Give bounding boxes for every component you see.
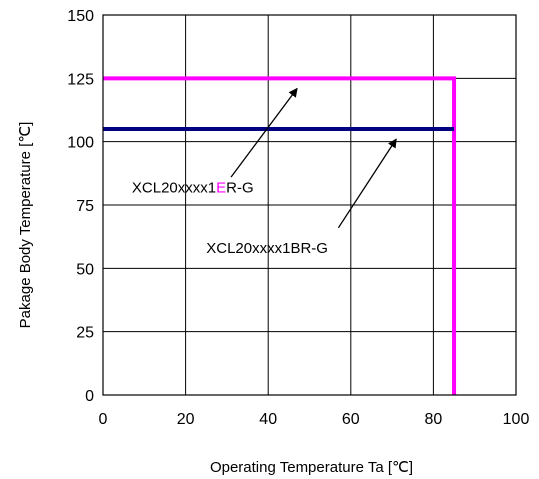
y-tick-label: 150 bbox=[67, 8, 94, 25]
annotation-label-part: XCL20xxxx1 bbox=[132, 179, 216, 196]
annotation-label: XCL20xxxx1BR-G bbox=[206, 240, 328, 257]
annotation-label: XCL20xxxx1ER-G bbox=[132, 179, 254, 196]
annotation-label-part: E bbox=[216, 179, 226, 196]
x-tick-label: 80 bbox=[425, 411, 443, 428]
annotation-arrow bbox=[230, 87, 298, 178]
annotation-label-part: XCL20xxxx1BR-G bbox=[206, 240, 328, 257]
series-layer bbox=[103, 76, 457, 395]
x-tick-label: 0 bbox=[99, 411, 108, 428]
annotation-arrow bbox=[337, 138, 397, 229]
x-tick-label: 100 bbox=[503, 411, 530, 428]
y-tick-label: 0 bbox=[85, 388, 94, 405]
x-tick-labels: 0 20 40 60 80 100 bbox=[99, 411, 530, 428]
y-tick-label: 75 bbox=[76, 198, 94, 215]
annotation-label-part: R-G bbox=[226, 179, 254, 196]
y-tick-label: 25 bbox=[76, 325, 94, 342]
y-tick-label: 125 bbox=[67, 71, 94, 88]
y-axis-label: Pakage Body Temperature [℃] bbox=[17, 122, 34, 329]
plot-frame bbox=[102, 14, 517, 396]
y-tick-labels: 0 25 50 75 100 125 150 bbox=[67, 8, 94, 405]
x-tick-label: 60 bbox=[342, 411, 360, 428]
x-tick-label: 40 bbox=[259, 411, 277, 428]
series-line-1 bbox=[103, 76, 457, 395]
y-tick-label: 100 bbox=[67, 135, 94, 152]
annotations: XCL20xxxx1ER-G XCL20xxxx1BR-G bbox=[132, 87, 397, 257]
x-axis-label: Operating Temperature Ta [℃] bbox=[210, 459, 413, 476]
y-tick-label: 50 bbox=[76, 261, 94, 278]
x-tick-label: 20 bbox=[177, 411, 195, 428]
